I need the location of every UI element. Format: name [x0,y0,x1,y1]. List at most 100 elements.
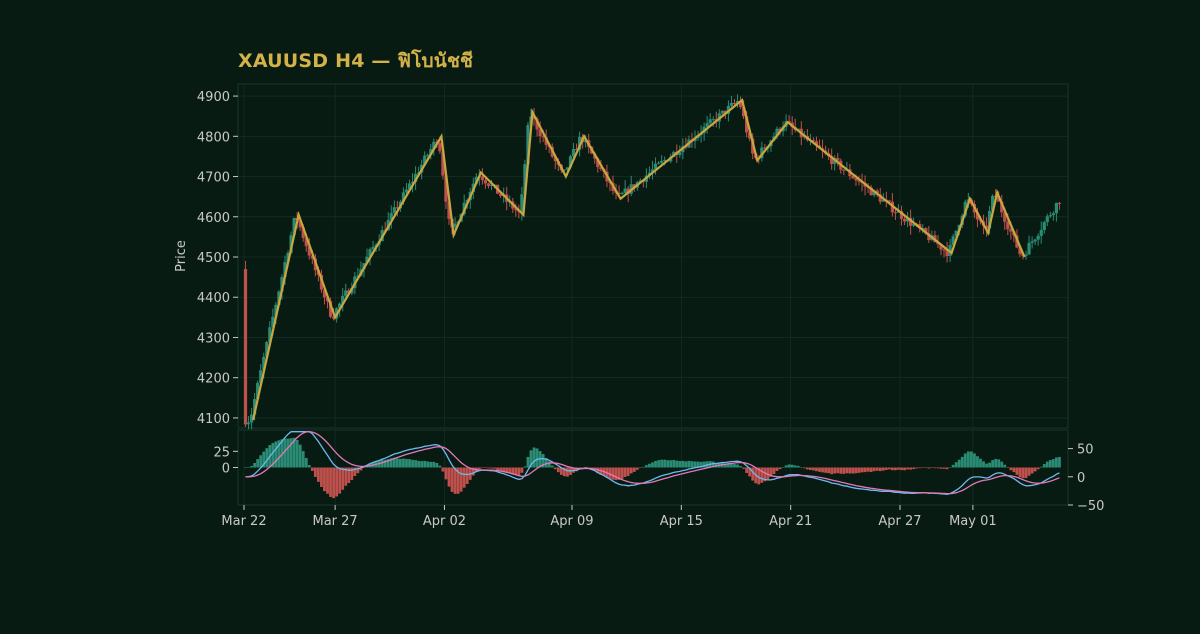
candle-body [365,256,369,264]
candle-body [1039,230,1043,236]
candle-body [292,217,296,236]
candle-body [623,188,627,194]
macd-hist-bar [651,462,654,468]
macd-hist-bar [1024,467,1028,479]
candle-body [1051,213,1055,216]
candle-body [872,190,876,196]
candle-body [1006,221,1010,230]
macd-hist-bar [903,467,906,471]
x-tick-label: Apr 02 [423,514,466,529]
macd-histogram [244,437,1061,499]
candle-body [741,107,746,117]
macd-hist-bar [1030,467,1034,474]
macd-hist-bar [772,467,776,475]
macd-hist-bar [939,467,943,469]
macd-hist-bar [414,460,417,468]
macd-hist-bar [763,467,767,482]
candle-body [1042,222,1046,231]
macd-hist-bar [918,467,922,469]
macd-hist-bar [894,467,897,471]
candle-body [347,290,351,294]
x-tick-label: Apr 21 [769,514,812,529]
macd-hist-bar [638,467,642,468]
macd-right-tick-label: 0 [1077,471,1085,486]
macd-hist-bar [645,465,648,468]
candle-body [298,220,302,228]
macd-hist-bar [587,467,591,468]
candle-body [708,119,712,124]
macd-hist-bar [517,467,521,476]
candle-body [310,255,314,259]
macd-hist-bar [854,467,858,474]
candle-body [632,184,636,188]
candle-body [656,162,661,164]
candle-body [678,152,682,156]
candle-body [927,233,931,241]
macd-hist-bar [641,466,645,468]
candle-body [942,249,946,251]
macd-hist-bar [669,460,673,468]
y-tick-label: 4700 [197,171,230,186]
candle-body [1045,216,1049,223]
candle-body [939,244,943,250]
macd-hist-bar [496,467,499,471]
candle-body [663,160,667,162]
candle-body [480,176,485,181]
candle-body [401,192,406,202]
macd-hist-bar [1006,467,1010,468]
macd-hist-bar [824,467,827,473]
macd-hist-bar [499,467,503,472]
macd-hist-bar [253,462,257,468]
macd-hist-bar [799,467,803,468]
macd-hist-bar [317,467,320,482]
y-tick-label: 4200 [197,372,230,387]
macd-hist-bar [766,467,770,480]
candle-body [562,169,567,171]
candle-body [532,116,536,119]
macd-hist-bar [942,467,946,469]
macd-hist-bar [544,457,548,468]
candle-body [599,167,603,169]
macd-hist-bar [350,467,354,480]
candle-body [902,218,907,222]
y-tick-label: 4100 [197,412,230,427]
candle-body [368,249,372,257]
macd-hist-bar [426,461,430,468]
macd-hist-bar [872,467,876,472]
candle-body [523,164,527,195]
candle-body [325,297,330,302]
macd-hist-bar [830,467,834,475]
macd-hist-bar [815,467,818,472]
macd-hist-bar [532,447,536,468]
candle-body [1003,212,1007,222]
macd-hist-bar [444,467,448,480]
macd-hist-bar [332,467,335,499]
macd-hist-bar [796,465,800,468]
macd-hist-bar [866,467,870,472]
macd-hist-bar [924,467,928,468]
macd-hist-bar [250,465,253,468]
macd-hist-bar [714,462,718,468]
candle-body [620,193,624,195]
candle-body [954,230,958,237]
candle-body [705,123,709,127]
macd-hist-bar [827,467,831,474]
candle-body [341,295,345,304]
macd-hist-bar [666,460,670,468]
macd-hist-bar [535,448,539,468]
candle-body [407,183,412,190]
candle-body [653,163,658,170]
candle-body [544,137,548,145]
macd-hist-bar [930,467,934,468]
candle-body [951,236,955,246]
candle-body [596,158,600,168]
candle-body [987,210,992,229]
candle-body [483,180,488,184]
macd-hist-bar [563,467,566,477]
candle-body [262,356,266,371]
candle-body [538,129,542,137]
macd-hist-bar [550,465,554,468]
macd-hist-bar [362,467,366,468]
candle-body [924,228,928,234]
candle-body [617,192,621,194]
